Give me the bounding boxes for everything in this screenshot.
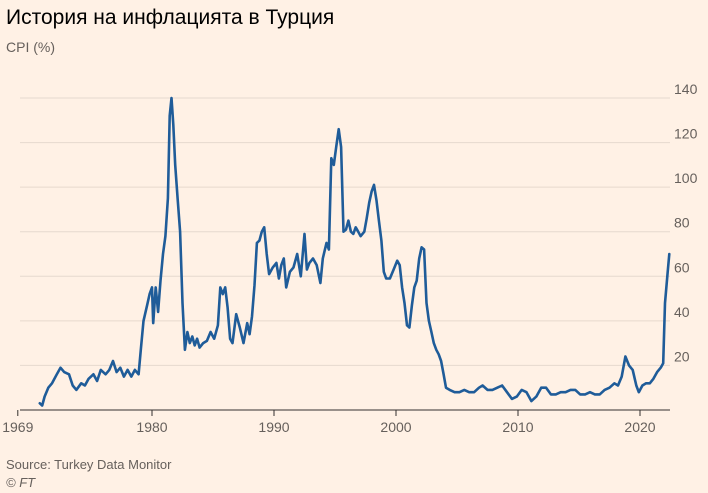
x-tick-label: 2020	[624, 419, 655, 435]
chart-title: История на инфлацията в Турция	[6, 6, 335, 29]
y-tick-label: 80	[674, 215, 690, 231]
y-tick-label: 60	[674, 259, 690, 275]
credit-note: © FT	[6, 475, 36, 490]
y-tick-label: 120	[674, 126, 698, 142]
y-tick-label: 20	[674, 348, 690, 364]
x-axis-ticks: 1969 1980 1990 2000 2010 2020	[2, 410, 656, 435]
x-tick-label: 2010	[502, 419, 533, 435]
y-axis-ticks: 20 40 60 80 100 120 140	[674, 81, 698, 364]
y-tick-label: 40	[674, 304, 690, 320]
x-tick-label: 1969	[2, 419, 33, 435]
series-line-cpi	[38, 96, 671, 407]
x-tick-label: 1980	[136, 419, 167, 435]
y-tick-label: 100	[674, 170, 698, 186]
grid-lines	[20, 97, 670, 411]
x-tick-label: 2000	[380, 419, 411, 435]
x-tick-label: 1990	[258, 419, 289, 435]
chart-subtitle: CPI (%)	[6, 39, 55, 55]
series-layer	[38, 96, 671, 407]
source-note: Source: Turkey Data Monitor	[6, 457, 172, 472]
y-tick-label: 140	[674, 81, 698, 97]
